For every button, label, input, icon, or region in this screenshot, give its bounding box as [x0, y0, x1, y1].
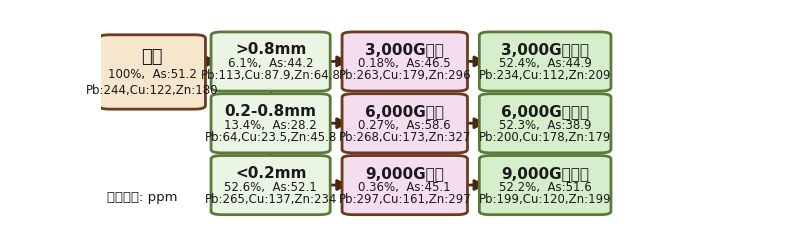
Text: 52.3%,  As:38.9: 52.3%, As:38.9	[499, 119, 592, 132]
Text: 0.18%,  As:46.5: 0.18%, As:46.5	[358, 57, 451, 70]
Text: Pb:113,Cu:87.9,Zn:64.8: Pb:113,Cu:87.9,Zn:64.8	[200, 69, 341, 82]
Text: 52.4%,  As:44.9: 52.4%, As:44.9	[499, 57, 592, 70]
FancyBboxPatch shape	[99, 35, 205, 109]
Text: 13.4%,  As:28.2: 13.4%, As:28.2	[225, 119, 317, 132]
FancyBboxPatch shape	[211, 32, 330, 91]
Text: 농도단위: ppm: 농도단위: ppm	[107, 190, 177, 204]
FancyBboxPatch shape	[342, 156, 468, 215]
Text: Pb:265,Cu:137,Zn:234: Pb:265,Cu:137,Zn:234	[204, 193, 336, 206]
Text: 6,000G비자성: 6,000G비자성	[501, 104, 589, 119]
FancyBboxPatch shape	[479, 32, 611, 91]
FancyBboxPatch shape	[211, 94, 330, 153]
FancyBboxPatch shape	[479, 156, 611, 215]
Text: Pb:268,Cu:173,Zn:327: Pb:268,Cu:173,Zn:327	[339, 131, 471, 144]
FancyBboxPatch shape	[342, 32, 468, 91]
Text: 3,000G자성: 3,000G자성	[365, 42, 444, 58]
FancyBboxPatch shape	[342, 94, 468, 153]
Text: 52.6%,  As:52.1: 52.6%, As:52.1	[225, 181, 317, 193]
Text: 100%,  As:51.2: 100%, As:51.2	[108, 68, 196, 81]
Text: 0.2-0.8mm: 0.2-0.8mm	[225, 104, 316, 119]
Text: 6,000G자성: 6,000G자성	[365, 104, 444, 119]
Text: 9,000G비자성: 9,000G비자성	[502, 166, 589, 181]
Text: 6.1%,  As:44.2: 6.1%, As:44.2	[228, 57, 313, 70]
Text: Pb:234,Cu:112,Zn:209: Pb:234,Cu:112,Zn:209	[479, 69, 611, 82]
Text: Pb:64,Cu:23.5,Zn:45.8: Pb:64,Cu:23.5,Zn:45.8	[204, 131, 336, 144]
FancyBboxPatch shape	[211, 156, 330, 215]
Text: 52.2%,  As:51.6: 52.2%, As:51.6	[499, 181, 592, 193]
Text: 9,000G자성: 9,000G자성	[365, 166, 444, 181]
FancyBboxPatch shape	[479, 94, 611, 153]
Text: Pb:263,Cu:179,Zn:296: Pb:263,Cu:179,Zn:296	[338, 69, 471, 82]
Text: 0.27%,  As:58.6: 0.27%, As:58.6	[358, 119, 451, 132]
Text: Pb:200,Cu:178,Zn:179: Pb:200,Cu:178,Zn:179	[479, 131, 611, 144]
Text: 3,000G비자성: 3,000G비자성	[502, 42, 589, 58]
Text: <0.2mm: <0.2mm	[235, 166, 307, 181]
Text: 0.36%,  As:45.1: 0.36%, As:45.1	[358, 181, 451, 193]
Text: Pb:199,Cu:120,Zn:199: Pb:199,Cu:120,Zn:199	[479, 193, 612, 206]
Text: 분산: 분산	[142, 48, 163, 66]
Text: Pb:244,Cu:122,Zn:180: Pb:244,Cu:122,Zn:180	[86, 84, 218, 97]
Text: >0.8mm: >0.8mm	[235, 42, 307, 58]
Text: Pb:297,Cu:161,Zn:297: Pb:297,Cu:161,Zn:297	[338, 193, 471, 206]
